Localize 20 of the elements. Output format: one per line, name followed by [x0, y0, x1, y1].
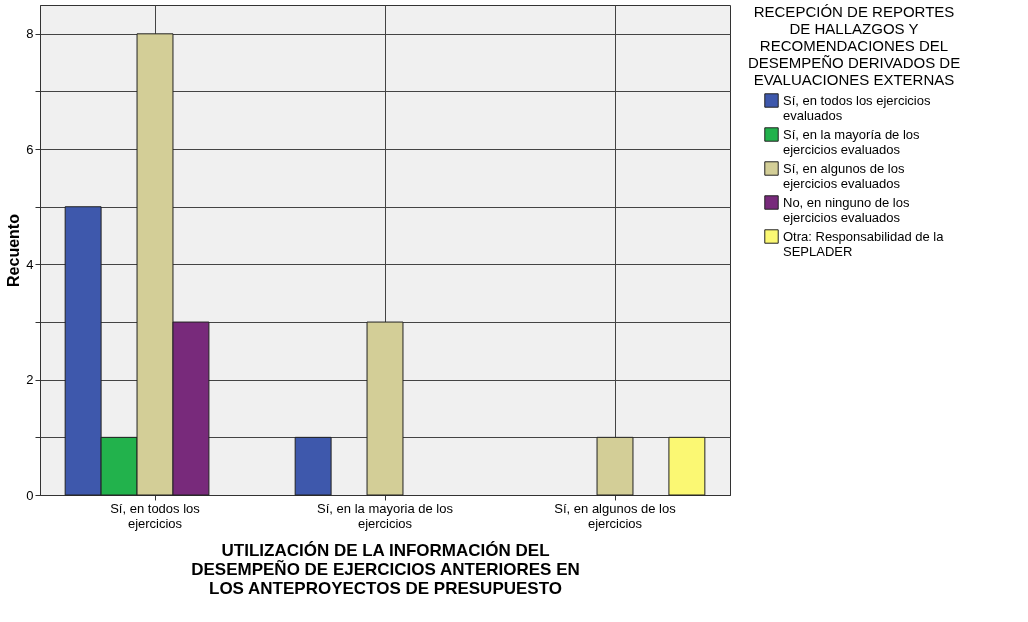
- legend-label: Sí, en la mayoría de los ejercicios evaluados: [783, 126, 921, 157]
- y-tick-label: 4: [26, 256, 34, 272]
- bar: [294, 436, 332, 496]
- y-tick-label: 6: [26, 141, 34, 157]
- legend-label: Otra: Responsabilidad de la SEPLADER: [783, 228, 945, 259]
- y-tick-label: 8: [26, 26, 34, 42]
- legend-label: Sí, en algunos de los ejercicios evaluados: [783, 160, 905, 191]
- y-tick-label: 0: [26, 487, 34, 503]
- x-tick-label: Sí, en la mayoria de los ejercicios: [317, 500, 454, 531]
- bar: [596, 436, 634, 496]
- legend-label: Sí, en todos los ejercicios evaluados: [783, 92, 931, 123]
- legend-title: RECEPCIÓN DE REPORTES DE HALLAZGOS Y RECOMENDACIONES DEL DESEMPEÑO DERIVADOS DE EVALUACIONES EXTERNAS: [747, 3, 961, 88]
- legend-label: No, en ninguno de los ejercicios evaluados: [783, 194, 910, 225]
- y-tick-label: 2: [26, 372, 34, 388]
- x-tick-label: Sí, en todos los ejercicios: [110, 500, 201, 531]
- bar: [366, 321, 404, 496]
- x-axis-title: UTILIZACIÓN DE LA INFORMACIÓN DEL DESEMPEÑO DE EJERCICIOS ANTERIORES EN LOS ANTEPROYECTOS DE PRESUPUESTO: [191, 540, 580, 598]
- bar: [668, 436, 706, 496]
- x-tick-label: Sí, en algunos de los ejercicios: [554, 500, 677, 531]
- y-axis-title: Recuento: [5, 213, 23, 287]
